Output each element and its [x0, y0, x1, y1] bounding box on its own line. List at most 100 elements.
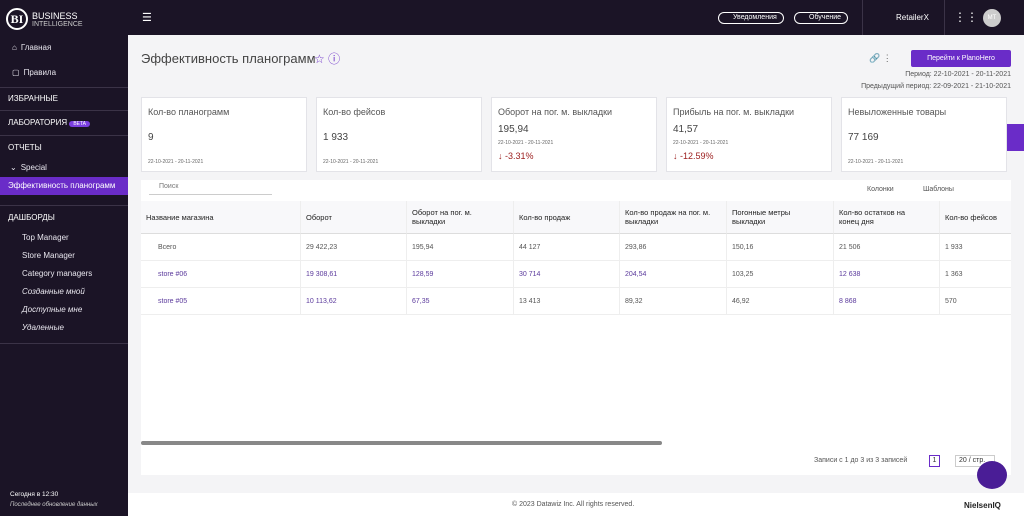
columns-btn[interactable]: Колонки [867, 186, 894, 193]
column-header[interactable]: Кол-во продаж на пог. м. выкладки [620, 201, 727, 234]
nav-item[interactable]: ▢ Правила [12, 68, 57, 77]
logo: BI [6, 8, 28, 30]
menu-toggle[interactable]: ☰ [142, 12, 152, 24]
cell: 570 [940, 288, 1011, 315]
badge: BETA [69, 121, 91, 127]
cell: 8 868 [834, 288, 940, 315]
favorite-btn[interactable]: ☆ ⓘ [314, 52, 341, 66]
column-header[interactable]: Название магазина [141, 201, 301, 234]
column-header[interactable]: Погонные метры выкладки [727, 201, 834, 234]
nav-item[interactable]: Category managers [0, 265, 128, 283]
divider [0, 205, 128, 206]
status-note: Последнее обновление данных [10, 502, 98, 508]
side-tab[interactable] [1002, 124, 1024, 151]
nav-item[interactable]: Store Manager [0, 247, 128, 265]
nav-item[interactable]: Доступные мне [0, 301, 128, 319]
cell: 46,92 [727, 288, 834, 315]
cell: 13 413 [514, 288, 620, 315]
status-time: Сегодня в 12:30 [10, 491, 59, 498]
templates-btn[interactable]: Шаблоны [923, 186, 954, 193]
nav-label: Главная [20, 43, 52, 52]
kpi-value: 77 169 [848, 132, 879, 143]
cell: 150,16 [727, 234, 834, 261]
kpi-change-value: -3.31% [505, 151, 534, 161]
cell: 29 422,23 [301, 234, 407, 261]
cell: 30 714 [514, 261, 620, 288]
kpi-date: 22-10-2021 - 20-11-2021 [673, 140, 729, 146]
link-btn[interactable]: 🔗 ⋮ [869, 53, 892, 63]
cell: 103,25 [727, 261, 834, 288]
cell: 67,35 [407, 288, 514, 315]
cell: 195,94 [407, 234, 514, 261]
notifications-btn[interactable]: Уведомления [718, 12, 784, 24]
kpi-label: Оборот на пог. м. выкладки [498, 107, 613, 117]
store-name[interactable]: store #05 [141, 288, 301, 315]
kpi-card: Невыложенные товары 77 169 22-10-2021 - 20… [841, 97, 1007, 172]
column-header[interactable]: Кол-во фейсов [940, 201, 1011, 234]
section-label[interactable]: ИЗБРАННЫЕ [8, 94, 58, 103]
nav-label: Store Manager [22, 251, 75, 260]
cell: 1 363 [940, 261, 1011, 288]
section-label[interactable]: ЛАБОРАТОРИЯ BETA [8, 118, 91, 127]
kpi-date: 22-10-2021 - 20-11-2021 [848, 159, 904, 165]
page-btn[interactable]: 1 [929, 455, 940, 467]
cell: 204,54 [620, 261, 727, 288]
store-name[interactable]: store #06 [141, 261, 301, 288]
kpi-label: Прибыль на пог. м. выкладки [673, 107, 795, 117]
avatar[interactable]: МТ [983, 9, 1001, 27]
scrollbar[interactable] [141, 441, 662, 445]
brand-name: BUSINESS [32, 11, 78, 21]
page-title: Эффективность планограмм [141, 51, 316, 66]
topbar: ☰ Уведомления Обучение RetailerX ⋮⋮ МТ [128, 0, 1024, 35]
kpi-value: 41,57 [673, 124, 699, 135]
period: Период: 22-10-2021 - 20-11-2021 [905, 71, 1011, 78]
cell: 89,32 [620, 288, 727, 315]
footer [128, 493, 1024, 516]
nav-label: Созданные мной [22, 287, 85, 296]
nav-item-active[interactable]: Эффективность планограмм [0, 177, 128, 195]
kpi-card: Прибыль на пог. м. выкладки 41,57 22-10-20… [666, 97, 832, 172]
section-label: ДАШБОРДЫ [8, 213, 55, 222]
nav-item[interactable]: Удаленные [0, 319, 128, 337]
nav-label: Top Manager [22, 233, 69, 242]
nav-label: Правила [23, 68, 57, 77]
nav-label: Category managers [22, 269, 93, 278]
nav-label: Доступные мне [22, 305, 83, 314]
nav-item[interactable]: Созданные мной [0, 283, 128, 301]
cell: 19 308,61 [301, 261, 407, 288]
column-header[interactable]: Оборот [301, 201, 407, 234]
kpi-date: 22-10-2021 - 20-11-2021 [323, 159, 379, 165]
lab-label: ЛАБОРАТОРИЯ [8, 118, 68, 127]
kpi-label: Кол-во фейсов [323, 107, 386, 117]
cell: 21 506 [834, 234, 940, 261]
kpi-label: Кол-во планограмм [148, 107, 230, 117]
kpi-change: ↓ -3.31% [498, 151, 534, 161]
company-select[interactable]: RetailerX [896, 13, 929, 22]
nav-item[interactable]: Top Manager [0, 229, 128, 247]
cell: 44 127 [514, 234, 620, 261]
nav-label: Special [20, 163, 47, 172]
search-input[interactable]: Поиск [149, 183, 272, 195]
chat-btn[interactable] [977, 461, 1007, 489]
column-header[interactable]: Кол-во продаж [514, 201, 620, 234]
table-panel: Поиск Колонки Шаблоны Название магазина О… [141, 180, 1011, 475]
column-header[interactable]: Оборот на пог. м. выкладки [407, 201, 514, 234]
learning-btn[interactable]: Обучение [794, 12, 849, 24]
kpi-card: Кол-во планограмм 9 22-10-2021 - 20-11-202… [141, 97, 307, 172]
partner-logo: NielsenIQ [964, 501, 1001, 510]
nav-item[interactable]: ⌄ Special [10, 163, 47, 172]
kpi-date: 22-10-2021 - 20-11-2021 [498, 140, 554, 146]
cell: 293,86 [620, 234, 727, 261]
cell: 128,59 [407, 261, 514, 288]
column-header[interactable]: Кол-во остатков на конец дня [834, 201, 940, 234]
planohero-btn[interactable]: Перейти к PlanoHero [911, 50, 1011, 67]
apps-btn[interactable]: ⋮⋮ [954, 10, 978, 24]
kpi-value: 1 933 [323, 132, 349, 143]
divider [0, 343, 128, 344]
kpi-change-value: -12.59% [680, 151, 714, 161]
pagination-info: Записи с 1 до 3 из 3 записей [814, 457, 908, 464]
cell: 10 113,62 [301, 288, 407, 315]
nav-item[interactable]: ⌂ Главная [12, 43, 52, 52]
kpi-date: 22-10-2021 - 20-11-2021 [148, 159, 204, 165]
